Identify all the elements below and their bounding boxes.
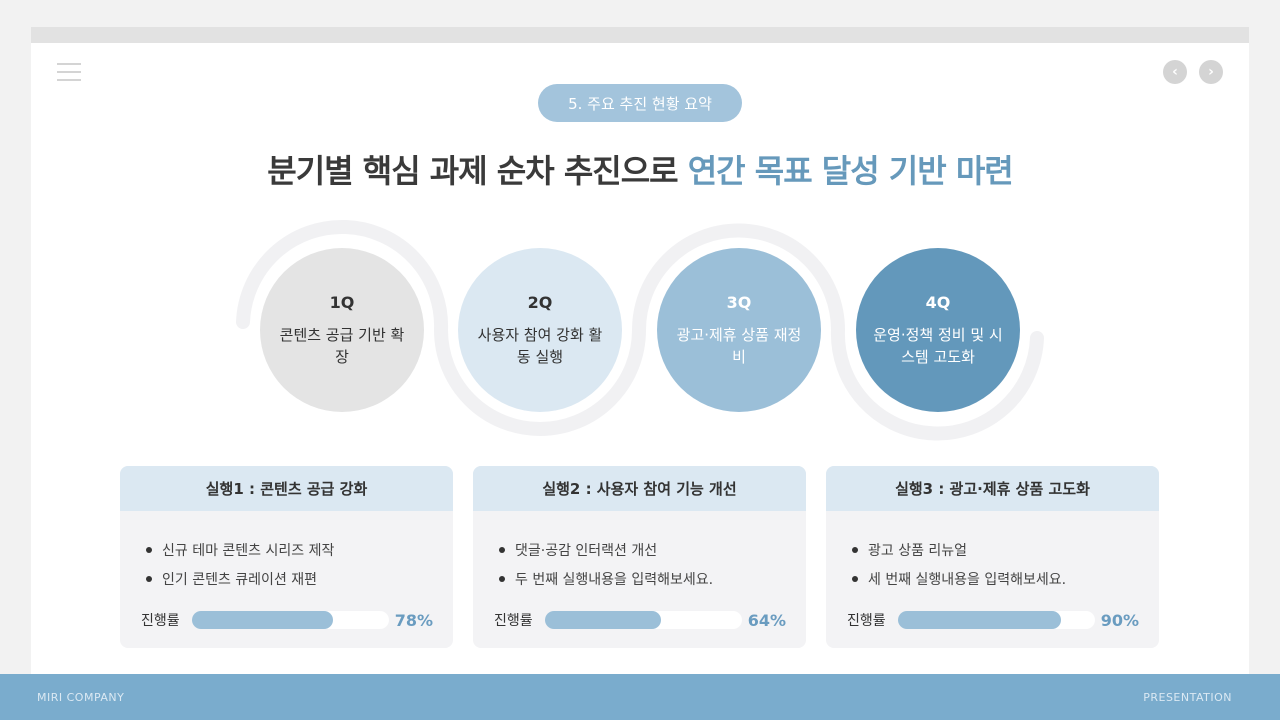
progress-label: 진행률 xyxy=(494,613,533,629)
progress-fill xyxy=(898,611,1062,629)
ring-arc xyxy=(434,323,646,436)
chevron-right-icon[interactable]: › xyxy=(1199,60,1223,84)
quarter-circle-4q: 4Q 운영·정책 정비 및 시스템 고도화 xyxy=(856,248,1020,412)
title-main: 분기별 핵심 과제 순차 추진으로 xyxy=(267,152,688,190)
page-title: 분기별 핵심 과제 순차 추진으로 연간 목표 달성 기반 마련 xyxy=(0,146,1280,192)
card-title: 실행2 : 사용자 참여 기능 개선 xyxy=(473,466,806,511)
list-item: 신규 테마 콘텐츠 시리즈 제작 xyxy=(146,535,453,564)
section-badge: 5. 주요 추진 현황 요약 xyxy=(538,84,742,122)
quarter-text: 운영·정책 정비 및 시스템 고도화 xyxy=(873,325,1003,366)
progress-row: 진행률 90% xyxy=(847,610,1139,630)
progress-fill xyxy=(192,611,334,629)
list-item: 두 번째 실행내용을 입력해보세요. xyxy=(499,564,806,593)
hamburger-icon[interactable] xyxy=(57,63,81,81)
ring-arc xyxy=(632,223,845,337)
progress-value: 90% xyxy=(1100,610,1139,630)
footer: MIRI COMPANY PRESENTATION xyxy=(0,674,1280,720)
top-bar xyxy=(31,27,1249,43)
progress-bar xyxy=(192,611,389,629)
progress-label: 진행률 xyxy=(847,613,886,629)
quarter-text: 콘텐츠 공급 기반 확장 xyxy=(279,325,405,366)
quarter-circle-2q: 2Q 사용자 참여 강화 활동 실행 xyxy=(458,248,622,412)
progress-fill xyxy=(545,611,661,629)
quarter-text: 광고·제휴 상품 재정비 xyxy=(676,325,802,366)
action-card: 실행2 : 사용자 참여 기능 개선 댓글·공감 인터랙션 개선 두 번째 실행내… xyxy=(473,466,806,648)
title-highlight: 연간 목표 달성 기반 마련 xyxy=(687,152,1014,190)
action-card: 실행3 : 광고·제휴 상품 고도화 광고 상품 리뉴얼 세 번째 실행내용을 입… xyxy=(826,466,1159,648)
quarter-label: 3Q xyxy=(726,292,752,312)
footer-company: MIRI COMPANY xyxy=(37,690,125,704)
quarter-circle-1q: 1Q 콘텐츠 공급 기반 확장 xyxy=(260,248,424,412)
card-title: 실행1 : 콘텐츠 공급 강화 xyxy=(120,466,453,511)
quarter-label: 1Q xyxy=(329,292,355,312)
card-list: 신규 테마 콘텐츠 시리즈 제작 인기 콘텐츠 큐레이션 재편 xyxy=(120,511,453,593)
card-list: 광고 상품 리뉴얼 세 번째 실행내용을 입력해보세요. xyxy=(826,511,1159,593)
progress-bar xyxy=(898,611,1095,629)
ring-arc xyxy=(830,323,1044,441)
list-item: 광고 상품 리뉴얼 xyxy=(852,535,1159,564)
ring-arc xyxy=(236,220,449,337)
chevron-left-icon[interactable]: ‹ xyxy=(1163,60,1187,84)
quarter-label: 4Q xyxy=(925,292,951,312)
progress-value: 64% xyxy=(747,610,786,630)
action-card: 실행1 : 콘텐츠 공급 강화 신규 테마 콘텐츠 시리즈 제작 인기 콘텐츠 큐… xyxy=(120,466,453,648)
progress-row: 진행률 64% xyxy=(494,610,786,630)
progress-label: 진행률 xyxy=(141,613,180,629)
progress-value: 78% xyxy=(394,610,433,630)
card-title: 실행3 : 광고·제휴 상품 고도화 xyxy=(826,466,1159,511)
progress-row: 진행률 78% xyxy=(141,610,433,630)
quarter-circle-3q: 3Q 광고·제휴 상품 재정비 xyxy=(657,248,821,412)
list-item: 인기 콘텐츠 큐레이션 재편 xyxy=(146,564,453,593)
footer-label: PRESENTATION xyxy=(1143,690,1232,704)
card-list: 댓글·공감 인터랙션 개선 두 번째 실행내용을 입력해보세요. xyxy=(473,511,806,593)
list-item: 세 번째 실행내용을 입력해보세요. xyxy=(852,564,1159,593)
quarter-label: 2Q xyxy=(527,292,553,312)
list-item: 댓글·공감 인터랙션 개선 xyxy=(499,535,806,564)
quarter-text: 사용자 참여 강화 활동 실행 xyxy=(477,325,603,366)
progress-bar xyxy=(545,611,742,629)
